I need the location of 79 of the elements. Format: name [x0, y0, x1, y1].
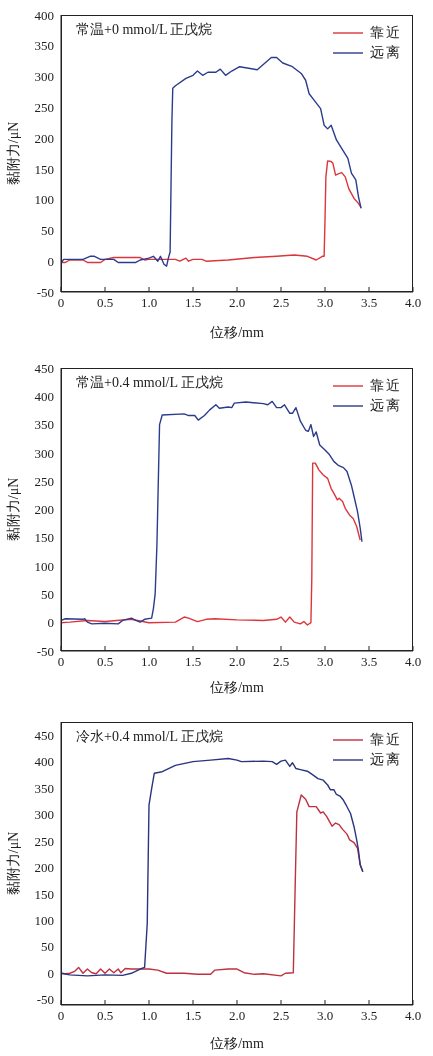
y-tick-label: -50 — [36, 284, 54, 300]
x-tick-label: 3.5 — [360, 1008, 378, 1024]
y-tick-label: 0 — [47, 615, 54, 631]
y-tick-label: 0 — [47, 253, 54, 269]
x-tick-label: 2.0 — [228, 654, 246, 670]
x-tick-label: 2.5 — [272, 654, 290, 670]
x-tick-label: 3.5 — [360, 295, 378, 311]
y-tick-label: 400 — [34, 388, 54, 404]
y-tick-label: 50 — [41, 223, 54, 239]
y-tick-label: 350 — [34, 417, 54, 433]
legend-label: 靠近 — [370, 731, 402, 749]
y-tick-label: 300 — [34, 807, 54, 823]
x-tick-label: 1.5 — [184, 295, 202, 311]
y-tick-label: 50 — [41, 587, 54, 603]
y-tick-label: 450 — [34, 727, 54, 743]
x-axis-title: 位移/mm — [210, 1036, 264, 1051]
x-tick-label: 4.0 — [404, 295, 422, 311]
y-axis-title: 黏附力/μN — [5, 831, 21, 896]
x-tick-label: 4.0 — [404, 1008, 422, 1024]
x-tick-label: 3.0 — [316, 1008, 334, 1024]
text: 常温+0.4 mmol/L 正戊烷 — [76, 374, 223, 392]
x-tick-label: 0.5 — [96, 1008, 114, 1024]
x-tick-label: 3.5 — [360, 654, 378, 670]
y-tick-label: 150 — [34, 886, 54, 902]
y-tick-label: 100 — [34, 192, 54, 208]
x-tick-label: 0.5 — [96, 295, 114, 311]
x-tick-label: 2.5 — [272, 1008, 290, 1024]
y-axis-title: 黏附力/μN — [5, 477, 21, 542]
y-tick-label: 450 — [34, 360, 54, 376]
legend-label: 靠近 — [370, 377, 402, 395]
line-series — [61, 757, 364, 977]
line-series — [61, 56, 362, 267]
x-tick-label: 0 — [57, 295, 65, 311]
x-axis-title: 位移/mm — [210, 325, 264, 340]
y-tick-label: 250 — [34, 473, 54, 489]
y-tick-label: 350 — [34, 38, 54, 54]
x-tick-label: 0 — [57, 654, 65, 670]
y-tick-label: 200 — [34, 860, 54, 876]
x-tick-label: 1.0 — [140, 295, 158, 311]
y-tick-label: 250 — [34, 833, 54, 849]
y-tick-label: -50 — [36, 992, 54, 1008]
y-tick-label: 50 — [41, 939, 54, 955]
line-series — [61, 462, 361, 626]
legend-label: 远离 — [370, 44, 402, 62]
y-tick-label: 0 — [47, 965, 54, 981]
x-axis-title: 位移/mm — [210, 680, 264, 695]
y-tick-label: 300 — [34, 445, 54, 461]
y-tick-label: -50 — [36, 643, 54, 659]
line-series — [61, 400, 363, 625]
legend-label: 远离 — [370, 751, 402, 769]
y-tick-label: 200 — [34, 130, 54, 146]
y-tick-label: 400 — [34, 754, 54, 770]
legend-label: 远离 — [370, 397, 402, 415]
y-tick-label: 350 — [34, 780, 54, 796]
x-tick-label: 2.0 — [228, 295, 246, 311]
x-tick-label: 1.5 — [184, 654, 202, 670]
x-tick-label: 3.0 — [316, 295, 334, 311]
x-tick-label: 1.5 — [184, 1008, 202, 1024]
y-tick-label: 400 — [34, 7, 54, 23]
line-series — [61, 160, 362, 264]
y-tick-label: 300 — [34, 69, 54, 85]
x-tick-label: 2.5 — [272, 295, 290, 311]
y-tick-label: 100 — [34, 912, 54, 928]
x-tick-label: 1.0 — [140, 1008, 158, 1024]
legend-label: 靠近 — [370, 24, 402, 42]
y-axis-title: 黏附力/μN — [5, 121, 21, 186]
x-tick-label: 0 — [57, 1008, 65, 1024]
text: 常温+0 mmol/L 正戊烷 — [76, 21, 213, 39]
x-tick-label: 0.5 — [96, 654, 114, 670]
text: 冷水+0.4 mmol/L 正戊烷 — [76, 728, 223, 746]
x-tick-label: 1.0 — [140, 654, 158, 670]
y-tick-label: 150 — [34, 161, 54, 177]
x-tick-label: 3.0 — [316, 654, 334, 670]
y-tick-label: 100 — [34, 558, 54, 574]
y-tick-label: 200 — [34, 502, 54, 518]
y-tick-label: 250 — [34, 99, 54, 115]
y-tick-label: 150 — [34, 530, 54, 546]
x-tick-label: 2.0 — [228, 1008, 246, 1024]
x-tick-label: 4.0 — [404, 654, 422, 670]
